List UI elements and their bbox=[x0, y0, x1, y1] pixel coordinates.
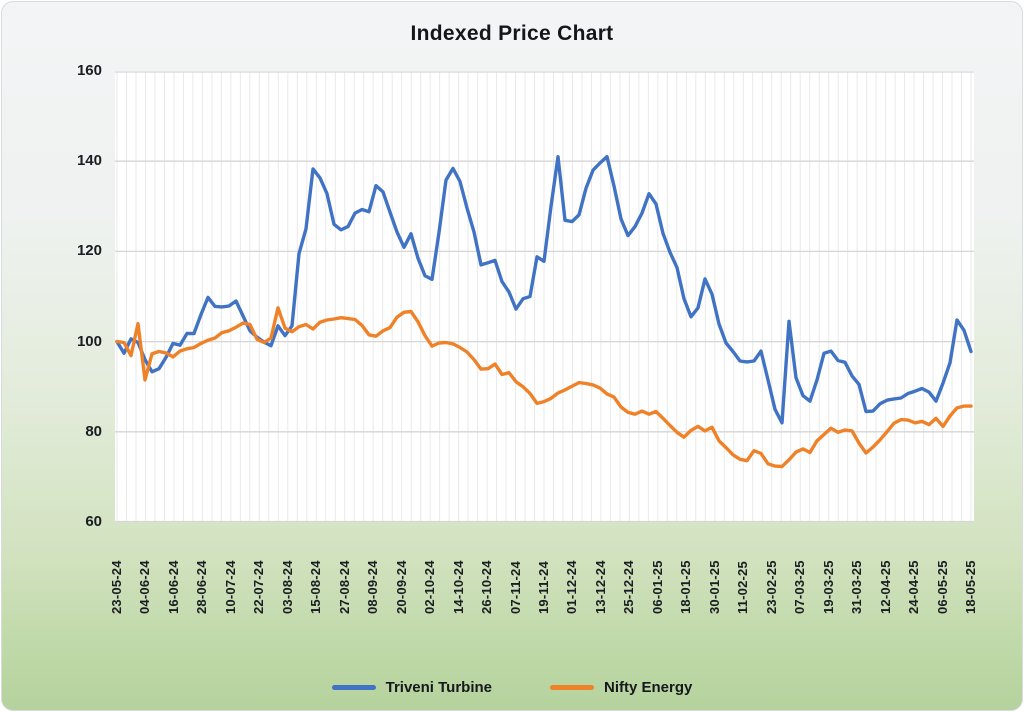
x-axis-label: 08-09-24 bbox=[365, 560, 381, 614]
x-axis-label: 06-01-25 bbox=[649, 560, 665, 614]
x-axis-label: 19-03-25 bbox=[820, 560, 836, 614]
x-axis-label: 06-05-25 bbox=[934, 560, 950, 614]
x-axis-label: 13-12-24 bbox=[592, 560, 608, 614]
x-axis-label: 07-03-25 bbox=[792, 560, 808, 614]
x-axis-label: 07-11-24 bbox=[507, 561, 523, 614]
legend-swatch bbox=[550, 685, 595, 690]
x-axis-label: 03-08-24 bbox=[279, 560, 295, 614]
x-axis-label: 24-04-25 bbox=[906, 560, 922, 614]
x-axis-label: 27-08-24 bbox=[336, 560, 352, 614]
y-axis-label: 100 bbox=[76, 332, 102, 350]
x-axis-label: 15-08-24 bbox=[308, 560, 324, 614]
x-axis-label: 20-09-24 bbox=[393, 560, 409, 614]
x-axis-label: 23-02-25 bbox=[763, 560, 779, 614]
x-axis-label: 10-07-24 bbox=[222, 560, 238, 614]
legend-label: Triveni Turbine bbox=[385, 679, 493, 696]
plot-area bbox=[115, 71, 974, 522]
legend-label: Nifty Energy bbox=[604, 679, 693, 696]
x-axis-label: 28-06-24 bbox=[194, 560, 210, 614]
chart-title: Indexed Price Chart bbox=[410, 22, 614, 45]
x-axis-label: 01-12-24 bbox=[564, 560, 580, 614]
legend: Triveni Turbine Nifty Energy bbox=[2, 679, 1022, 696]
y-axis-label: 60 bbox=[85, 513, 102, 530]
x-axis-label: 14-10-24 bbox=[450, 560, 466, 614]
x-axis-label: 19-11-24 bbox=[536, 561, 551, 614]
nifty-energy-line bbox=[115, 306, 973, 469]
x-axis-label: 30-01-25 bbox=[706, 560, 722, 614]
y-axis-label: 80 bbox=[85, 422, 102, 440]
legend-item-triveni-turbine: Triveni Turbine bbox=[331, 679, 493, 696]
x-axis-label: 18-05-25 bbox=[963, 560, 978, 614]
y-axis-label: 140 bbox=[76, 152, 102, 170]
legend-item-nifty-energy: Nifty Energy bbox=[550, 679, 692, 696]
x-axis-label: 23-05-24 bbox=[109, 560, 124, 614]
x-axis-label: 22-07-24 bbox=[251, 560, 267, 614]
x-axis-label: 25-12-24 bbox=[621, 560, 637, 614]
plot-canvas bbox=[115, 71, 974, 522]
x-axis-label: 16-06-24 bbox=[165, 560, 181, 614]
x-axis-label: 26-10-24 bbox=[479, 560, 495, 614]
x-axis-label: 04-06-24 bbox=[137, 560, 153, 614]
y-axis-label: 160 bbox=[76, 62, 102, 79]
x-axis-label: 12-04-25 bbox=[877, 560, 893, 614]
x-axis-label: 11-02-25 bbox=[735, 561, 751, 614]
x-axis-label: 31-03-25 bbox=[849, 560, 865, 614]
x-axis-label: 02-10-24 bbox=[422, 560, 438, 614]
legend-swatch bbox=[331, 685, 376, 690]
y-axis-label: 120 bbox=[76, 242, 102, 260]
x-axis-label: 18-01-25 bbox=[678, 560, 694, 614]
